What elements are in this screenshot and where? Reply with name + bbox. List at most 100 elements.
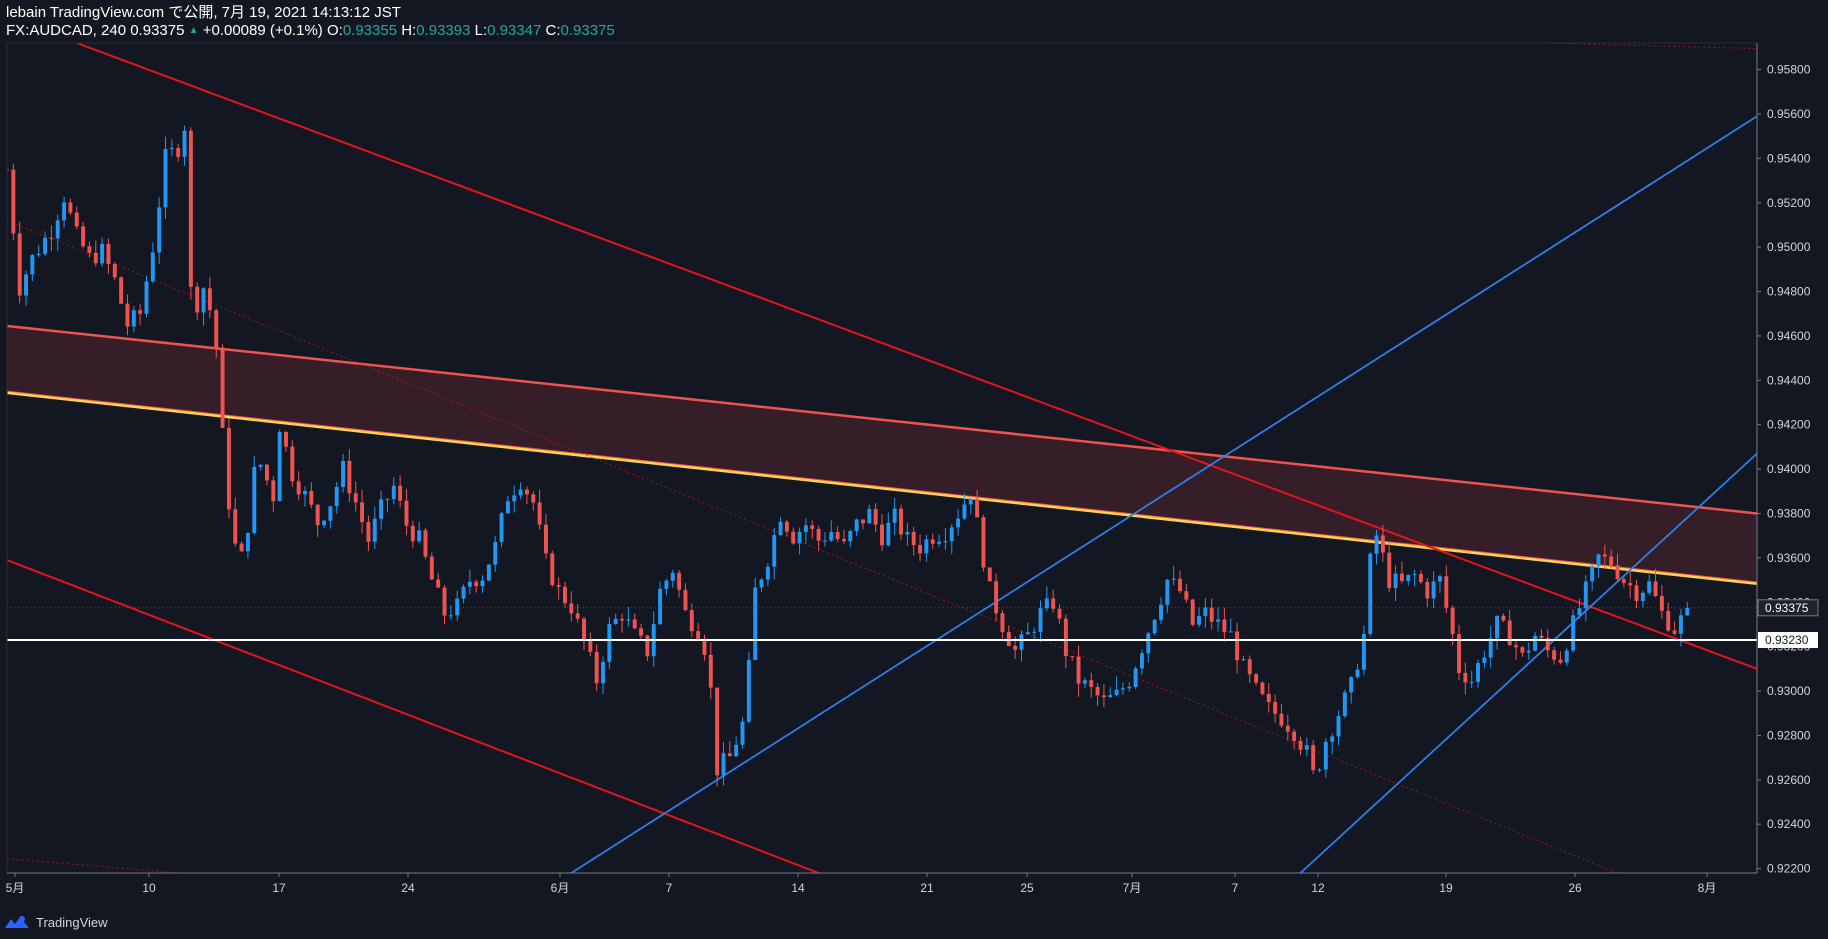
candle-body: [1564, 650, 1569, 663]
red-dotted-line-1[interactable]: [1503, 42, 1757, 50]
high-label: H:: [401, 22, 417, 39]
tradingview-logo-icon[interactable]: [4, 915, 30, 929]
zone-bottom-line[interactable]: [7, 390, 1757, 584]
candle-body: [182, 130, 187, 157]
candle-body: [220, 347, 225, 428]
candle-body: [524, 489, 529, 495]
candle-body: [49, 237, 54, 239]
price-tick-label: 0.95600: [1767, 107, 1811, 121]
candle-body: [797, 531, 802, 544]
candle-body: [1444, 576, 1449, 608]
candle-body: [1032, 631, 1037, 633]
candle-body: [1495, 615, 1500, 639]
candle-body: [1640, 592, 1645, 601]
candle-body: [746, 659, 751, 722]
resistance-zone[interactable]: [7, 324, 1757, 586]
candle-body: [252, 466, 257, 533]
candle-body: [1602, 554, 1607, 557]
red-trendline-1[interactable]: [7, 559, 819, 873]
candle-body: [1120, 688, 1125, 690]
zone-top-line[interactable]: [7, 324, 1757, 515]
candle-body: [1425, 581, 1430, 599]
price-tick-label: 0.92200: [1767, 862, 1811, 876]
candle-body: [290, 446, 295, 482]
candle-body: [632, 619, 637, 629]
low-value: 0.93347: [487, 22, 542, 39]
candle-body: [626, 619, 631, 621]
blue-trendline-1[interactable]: [1299, 452, 1757, 873]
brand-name[interactable]: TradingView: [36, 914, 108, 930]
candle-body: [822, 540, 827, 542]
time-tick-label: 8月: [1698, 881, 1717, 895]
candle-body: [987, 567, 992, 582]
price-axis[interactable]: 0.95800 0.95600 0.95400 0.95200 0.95000 0.948…: [1757, 63, 1811, 876]
candle-body: [1514, 645, 1519, 648]
candle-body: [1476, 663, 1480, 682]
candle-body: [1501, 615, 1506, 621]
candle-body: [601, 661, 605, 684]
candle-body: [1666, 610, 1671, 631]
candle-body: [810, 525, 815, 529]
candle-body: [360, 502, 365, 523]
price-tick-label: 0.93000: [1767, 684, 1811, 698]
candle-body: [1438, 576, 1442, 582]
candle-body: [455, 598, 460, 616]
candle-body: [1222, 619, 1227, 633]
trendlines[interactable]: [7, 42, 1757, 873]
candle-body: [1678, 615, 1683, 634]
candle-body: [284, 431, 288, 447]
yellow-trendline[interactable]: [7, 391, 1757, 586]
candle-body: [404, 500, 409, 526]
candle-body: [309, 490, 314, 505]
candle-body: [1298, 740, 1303, 750]
candle-body: [353, 493, 358, 503]
candle-body: [880, 524, 884, 546]
candle-body: [1488, 638, 1493, 658]
candle-body: [1583, 581, 1588, 609]
red-trendline-0[interactable]: [76, 43, 1757, 670]
price-change: +0.00089 (+0.1%): [202, 22, 323, 39]
candle-body: [734, 744, 739, 757]
candle-body: [277, 431, 282, 502]
candle-body: [1247, 659, 1252, 675]
candle-body: [1139, 653, 1144, 669]
candle-body: [1038, 608, 1043, 632]
candle-body: [645, 635, 650, 657]
candle-body: [480, 580, 485, 587]
candle-body: [429, 556, 434, 580]
candle-body: [1235, 631, 1240, 661]
candle-body: [366, 522, 371, 542]
candle-body: [233, 509, 238, 544]
candle-body: [1393, 573, 1398, 589]
time-axis[interactable]: 5月 10 17 24 6月 7 14 21 25 7月 7 12 19 26 8月: [6, 873, 1717, 895]
candle-body: [689, 610, 694, 632]
candle-body: [772, 535, 777, 567]
candle-body: [493, 541, 498, 565]
candle-body: [563, 586, 567, 604]
candle-body: [556, 584, 561, 587]
candle-body: [271, 480, 276, 502]
candle-body: [1146, 633, 1151, 654]
zone-fill: [7, 325, 1757, 583]
candle-body: [1647, 581, 1652, 593]
candle-body: [759, 579, 764, 588]
blue-trendline-0[interactable]: [570, 115, 1757, 873]
candle-body: [1552, 650, 1557, 660]
horizontal-price-line[interactable]: [7, 607, 1757, 641]
candle-body: [258, 464, 263, 467]
red-dotted-line-2[interactable]: [7, 858, 179, 873]
candle-body: [854, 519, 859, 532]
candle-body: [867, 508, 872, 524]
candle-body: [1621, 579, 1626, 584]
candle-body: [994, 581, 999, 614]
candle-body: [385, 499, 390, 501]
price-tick-label: 0.94200: [1767, 418, 1811, 432]
candle-body: [1539, 635, 1544, 638]
candle-body: [1279, 713, 1284, 726]
candle-body: [1634, 585, 1639, 601]
candle-body: [87, 246, 92, 253]
candle-body: [188, 130, 193, 287]
symbol-name[interactable]: FX:AUDCAD, 240: [6, 22, 127, 39]
candle-body: [1076, 656, 1081, 684]
